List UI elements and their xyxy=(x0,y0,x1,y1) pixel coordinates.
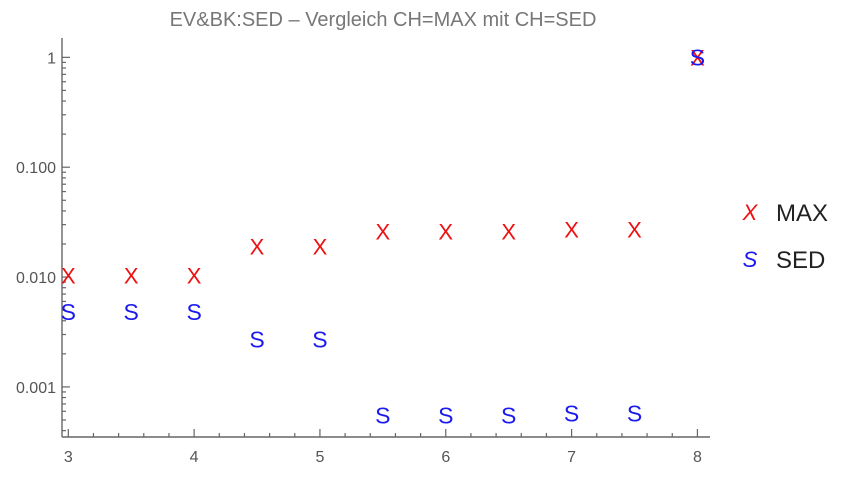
y-tick-label: 0.100 xyxy=(16,160,56,177)
legend-marker-max: X xyxy=(742,200,759,225)
data-point: S xyxy=(249,327,264,353)
data-point: X xyxy=(61,264,76,289)
x-tick-label: 3 xyxy=(64,449,73,466)
data-point: X xyxy=(627,218,642,243)
x-tick-label: 7 xyxy=(567,449,576,466)
data-point: X xyxy=(376,219,391,244)
data-point: S xyxy=(375,402,390,428)
legend-label-max: MAX xyxy=(776,200,828,227)
chart-title: EV&BK:SED – Vergleich CH=MAX mit CH=SED xyxy=(170,9,597,31)
data-point: X xyxy=(187,264,202,289)
x-tick-label: 6 xyxy=(441,449,450,466)
x-tick-label: 8 xyxy=(693,449,702,466)
data-point: X xyxy=(313,234,328,259)
legend-label-sed: SED xyxy=(776,247,825,274)
data-point: S xyxy=(690,44,705,70)
legend-marker-sed: S xyxy=(743,247,758,272)
series-sed: S S S S S S S S S S S xyxy=(61,44,705,428)
data-point: X xyxy=(438,219,453,244)
series-max: X X X X X X X X X X X xyxy=(61,45,705,288)
data-point: S xyxy=(124,299,139,325)
x-tick-label: 4 xyxy=(190,449,199,466)
data-point: S xyxy=(61,299,76,325)
data-point: X xyxy=(124,264,139,289)
data-point: X xyxy=(690,45,705,70)
axes: 3 4 5 6 7 8 0.001 0.010 0.100 1 xyxy=(16,38,710,466)
data-point: X xyxy=(501,219,516,244)
data-marks: X X XX XX X X X XXS S SS SS S S S SS xyxy=(61,44,705,428)
data-point: S xyxy=(564,401,579,427)
data-point: X xyxy=(564,218,579,243)
legend: X MAX S SED xyxy=(742,200,828,274)
data-point: S xyxy=(501,402,516,428)
y-tick-label: 0.010 xyxy=(16,270,56,287)
y-tick-label: 0.001 xyxy=(16,380,56,397)
y-tick-label: 1 xyxy=(47,50,56,67)
data-point: S xyxy=(438,402,453,428)
data-point: S xyxy=(186,299,201,325)
data-point: X xyxy=(250,234,265,259)
x-tick-label: 5 xyxy=(315,449,324,466)
data-point: S xyxy=(627,401,642,427)
data-point: S xyxy=(312,327,327,353)
